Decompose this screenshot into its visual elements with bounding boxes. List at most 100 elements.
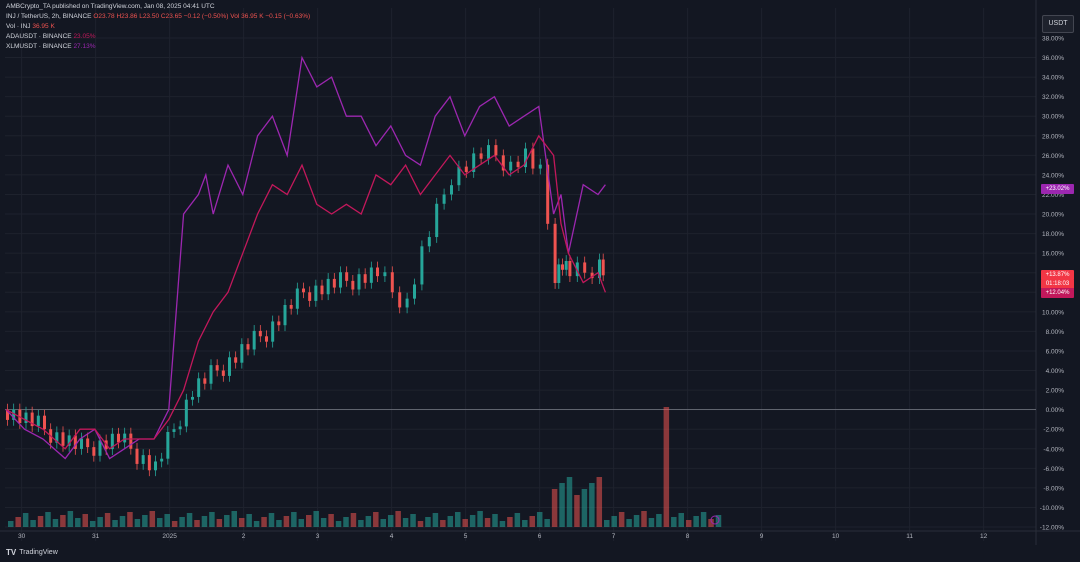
volume-bar	[194, 520, 200, 527]
volume-bar	[142, 515, 148, 527]
candle-body	[123, 433, 127, 443]
volume-bar	[559, 483, 565, 527]
volume-bar	[574, 495, 580, 527]
volume-bar	[164, 514, 170, 527]
x-tick-label: 12	[980, 533, 988, 540]
y-tick-label: 38.00%	[1042, 36, 1064, 43]
candle-body	[405, 298, 409, 308]
volume-bar	[425, 517, 431, 527]
volume-bar	[678, 513, 684, 527]
volume-bar	[171, 521, 178, 527]
volume-bar	[328, 514, 334, 527]
candle-body	[191, 396, 194, 400]
y-tick-label: 0.00%	[1046, 407, 1065, 414]
volume-bar	[320, 518, 327, 527]
candle-body	[184, 399, 188, 427]
candle-body	[575, 262, 579, 277]
candle-body	[501, 155, 505, 171]
candle-body	[561, 264, 564, 270]
candle-body	[598, 259, 601, 279]
legend-xlm-label: XLMUSDT · BINANCE	[6, 43, 72, 50]
candle-body	[228, 357, 231, 376]
candle-body	[308, 292, 312, 301]
volume-bar	[119, 516, 126, 527]
candle-body	[390, 272, 394, 293]
candle-body	[302, 288, 305, 293]
volume-bar	[15, 517, 21, 527]
volume-bar	[462, 519, 468, 527]
volume-bar	[104, 513, 111, 527]
volume-bar	[224, 515, 230, 527]
legend-vol-row: Vol · INJ 36.95 K	[6, 23, 55, 31]
legend-xlm-row: XLMUSDT · BINANCE 27.13%	[6, 43, 95, 51]
xlm-comparison-line	[5, 55, 606, 460]
volume-bar	[410, 514, 416, 527]
volume-bar	[529, 516, 535, 527]
candle-body	[234, 357, 238, 363]
volume-bar	[358, 520, 364, 527]
candle-body	[129, 433, 133, 449]
volume-bar	[700, 512, 707, 527]
volume-bar	[343, 517, 349, 527]
volume-bar	[149, 511, 156, 527]
volume-bar	[514, 513, 521, 527]
inj-price-tag: +13.87%	[1041, 270, 1074, 280]
candle-body	[240, 344, 244, 363]
candle-body	[166, 431, 170, 459]
x-tick-label: 30	[18, 533, 26, 540]
volume-bar	[97, 517, 103, 527]
volume-bar	[469, 515, 476, 527]
volume-bar	[8, 521, 14, 527]
volume-bar	[157, 518, 163, 527]
currency-unit-button[interactable]: USDT	[1042, 15, 1074, 33]
volume-bar	[626, 519, 632, 527]
candle-body	[160, 458, 164, 462]
legend-vol-value: 36.95 K	[32, 23, 55, 30]
volume-bar	[60, 515, 66, 527]
y-tick-label: 28.00%	[1042, 133, 1064, 140]
candle-body	[568, 260, 572, 277]
y-tick-label: -2.00%	[1043, 427, 1064, 434]
volume-bar	[89, 521, 96, 527]
volume-bar	[656, 514, 662, 527]
candle-body	[135, 448, 139, 464]
y-tick-label: 36.00%	[1042, 55, 1064, 62]
x-tick-label: 2	[242, 533, 246, 540]
volume-bar	[440, 520, 446, 527]
ada-comparison-line	[5, 134, 607, 450]
volume-bar	[209, 512, 215, 527]
volume-bar	[499, 521, 506, 527]
volume-bar	[671, 517, 677, 527]
y-tick-label: 20.00%	[1042, 212, 1064, 219]
volume-bar	[298, 519, 305, 527]
volume-bar	[581, 489, 588, 527]
volume-bar	[380, 519, 386, 527]
volume-bar	[633, 515, 640, 527]
candle-body	[98, 440, 102, 456]
volume-bar	[611, 516, 617, 527]
volume-bar	[231, 511, 237, 527]
candle-body	[383, 272, 387, 277]
candle-body	[601, 259, 605, 276]
candle-body	[464, 166, 468, 172]
ada-price-tag: +12.04%	[1041, 288, 1074, 298]
y-tick-label: 6.00%	[1046, 348, 1065, 355]
volume-bar	[507, 517, 513, 527]
candle-body	[345, 272, 349, 281]
volume-bar	[447, 516, 454, 527]
candle-body	[531, 148, 535, 169]
volume-bar	[685, 520, 692, 527]
tradingview-logo[interactable]: TV TradingView	[6, 548, 58, 557]
candle-body	[509, 161, 513, 171]
y-tick-label: 4.00%	[1046, 368, 1065, 375]
volume-bar	[402, 518, 409, 527]
candle-body	[557, 264, 561, 283]
x-tick-label: 7	[612, 533, 616, 540]
volume-bar	[536, 512, 543, 527]
candle-body	[277, 321, 281, 326]
candle-body	[73, 435, 77, 449]
volume-bar	[492, 514, 498, 527]
volume-bar	[663, 407, 670, 527]
x-tick-label: 9	[760, 533, 764, 540]
